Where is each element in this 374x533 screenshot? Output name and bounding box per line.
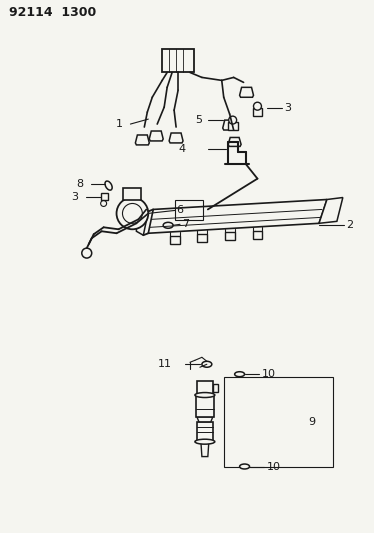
Ellipse shape (105, 181, 112, 190)
Text: 3: 3 (71, 191, 78, 201)
Bar (197, 422, 213, 442)
Circle shape (229, 116, 237, 124)
Bar (252, 231, 263, 239)
Circle shape (122, 204, 142, 223)
Circle shape (254, 102, 261, 110)
Text: 2: 2 (346, 220, 353, 230)
Bar (170, 236, 180, 244)
Ellipse shape (163, 222, 173, 228)
Polygon shape (319, 198, 343, 223)
Polygon shape (135, 135, 149, 145)
Text: 10: 10 (266, 462, 280, 472)
Polygon shape (228, 138, 241, 147)
Text: 6: 6 (176, 205, 183, 215)
Bar (197, 234, 207, 242)
Polygon shape (223, 120, 237, 130)
Polygon shape (201, 442, 209, 457)
Polygon shape (240, 87, 254, 97)
Ellipse shape (234, 372, 245, 377)
Bar (225, 232, 234, 240)
Text: 9: 9 (308, 417, 315, 427)
Text: 5: 5 (195, 115, 202, 125)
Polygon shape (149, 131, 163, 141)
Text: 3: 3 (284, 103, 291, 113)
Bar (101, 192, 108, 200)
Ellipse shape (195, 393, 215, 398)
Bar (162, 49, 194, 72)
Polygon shape (197, 417, 213, 422)
Text: 11: 11 (158, 359, 172, 369)
Text: 4: 4 (178, 144, 185, 154)
Ellipse shape (240, 464, 249, 469)
Bar (197, 381, 213, 395)
Ellipse shape (195, 439, 215, 444)
Text: 92114  1300: 92114 1300 (9, 6, 96, 19)
Bar (196, 395, 214, 417)
Bar (252, 108, 263, 116)
Bar (123, 188, 141, 199)
Bar (213, 384, 218, 392)
Text: 10: 10 (261, 369, 275, 379)
Text: 1: 1 (116, 119, 123, 129)
Polygon shape (148, 199, 327, 233)
Bar (224, 377, 333, 466)
Bar (228, 122, 237, 130)
Circle shape (82, 248, 92, 258)
Ellipse shape (202, 361, 212, 367)
Polygon shape (137, 212, 148, 235)
Bar (175, 200, 203, 220)
Text: 7: 7 (182, 219, 189, 229)
Polygon shape (169, 133, 183, 143)
Circle shape (117, 198, 148, 229)
Text: 8: 8 (76, 179, 83, 189)
